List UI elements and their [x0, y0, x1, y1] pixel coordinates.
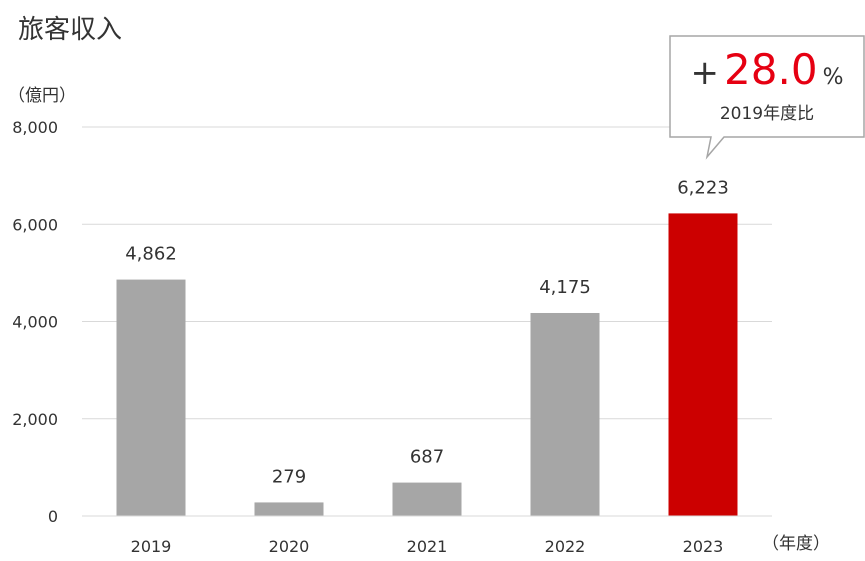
callout-percentage: 28.0 [724, 45, 818, 94]
bar-2023 [668, 213, 738, 517]
x-tick-label: 2021 [407, 537, 448, 556]
x-tick-label: 2019 [131, 537, 172, 556]
y-axis-unit-label: （億円） [8, 86, 76, 106]
y-tick-label: 2,000 [12, 410, 58, 429]
bar-2022 [530, 312, 600, 516]
y-axis-ticks: 0 2,000 4,000 6,000 8,000 [12, 118, 58, 526]
x-tick-label: 2022 [545, 537, 586, 556]
bar-2020 [254, 502, 324, 516]
callout-box [669, 35, 865, 160]
data-label: 687 [410, 447, 444, 468]
chart-title: 旅客収入 [18, 15, 122, 45]
bar-2019 [116, 279, 186, 516]
bar-2021 [392, 482, 462, 516]
data-label: 6,223 [677, 177, 729, 198]
x-axis-ticks: 2019 2020 2021 2022 2023 [82, 515, 772, 556]
y-tick-label: 4,000 [12, 313, 58, 332]
callout-unit: % [823, 65, 844, 90]
callout-caption: 2019年度比 [720, 104, 814, 124]
growth-callout: + 28.0 % 2019年度比 [669, 35, 865, 160]
data-label: 4,175 [539, 277, 591, 298]
callout-sign: + [690, 53, 719, 93]
x-tick-label: 2020 [269, 537, 310, 556]
y-tick-label: 8,000 [12, 118, 58, 137]
x-axis-unit-label: （年度） [762, 534, 830, 554]
bars [116, 213, 738, 517]
data-labels: 4,862 279 687 4,175 6,223 [125, 177, 729, 487]
data-label: 4,862 [125, 244, 177, 265]
y-tick-label: 0 [48, 507, 58, 526]
data-label: 279 [272, 466, 306, 487]
x-tick-label: 2023 [683, 537, 724, 556]
y-tick-label: 6,000 [12, 215, 58, 234]
callout-value: + 28.0 % [690, 45, 843, 94]
